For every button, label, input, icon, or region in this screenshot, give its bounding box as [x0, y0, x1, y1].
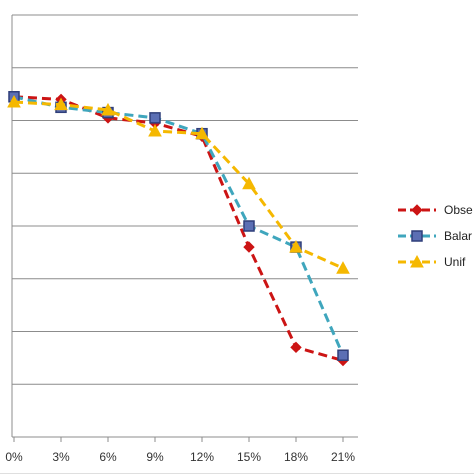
legend-entry: Balar: [398, 229, 472, 243]
data-point: [243, 220, 255, 232]
data-point: [337, 349, 349, 361]
x-tick-label: 0%: [5, 450, 23, 464]
legend-label: Balar: [444, 229, 472, 243]
legend-label: Obse: [444, 203, 473, 217]
data-point: [148, 124, 162, 137]
data-point: [243, 241, 255, 253]
x-tick-label: 3%: [52, 450, 70, 464]
data-point: [149, 112, 161, 124]
series-line: [13, 95, 345, 356]
x-tick-labels: 0% 3% 6% 9% 12% 15% 18% 21%: [5, 437, 355, 464]
data-point: [101, 102, 115, 116]
legend-entry: Obse: [398, 203, 473, 217]
data-point: [289, 240, 303, 253]
legend-marker: [411, 230, 423, 242]
legend-label: Unif: [444, 255, 466, 269]
legend-marker: [411, 204, 423, 216]
x-tick-label: 15%: [237, 450, 261, 464]
data-point: [54, 97, 68, 111]
x-tick-label: 18%: [284, 450, 308, 464]
data-point: [195, 126, 209, 140]
data-point: [336, 261, 350, 274]
legend-marker: [410, 254, 424, 268]
legend-entry: Unif: [398, 254, 466, 269]
x-tick-label: 9%: [146, 450, 164, 464]
x-tick-label: 12%: [190, 450, 214, 464]
x-tick-label: 6%: [99, 450, 117, 464]
series-line: [13, 95, 344, 362]
data-point: [7, 94, 21, 108]
data-point: [290, 341, 302, 354]
data-point: [242, 176, 256, 190]
gridlines: [12, 14, 358, 438]
series-3: [7, 94, 350, 274]
series-lines: [7, 91, 350, 367]
x-tick-label: 21%: [331, 450, 355, 464]
legend: Obse Balar Unif: [398, 203, 473, 269]
series-line: [13, 100, 344, 270]
